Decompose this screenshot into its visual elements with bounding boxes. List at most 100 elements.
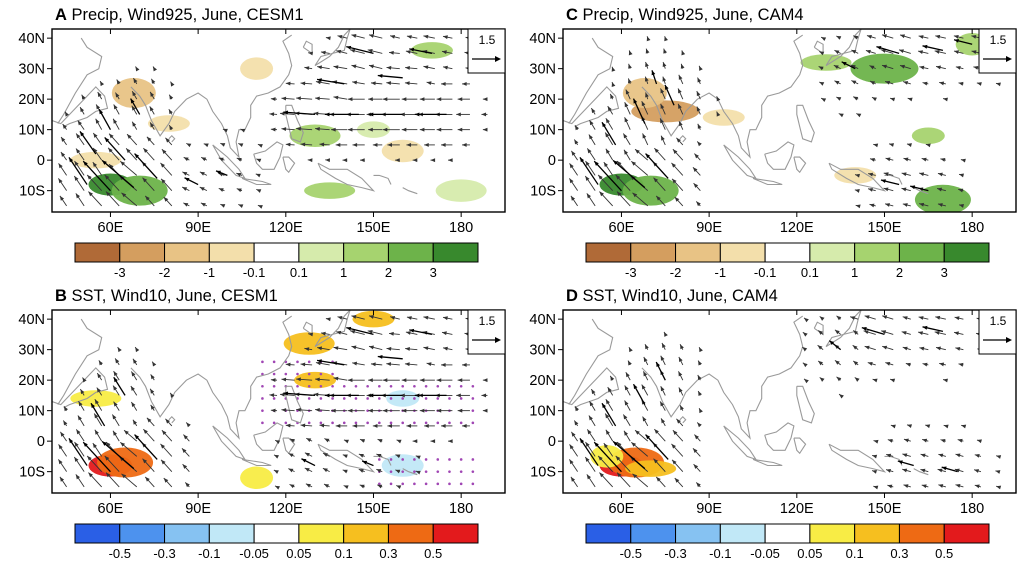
- colorbar-swatch: [854, 242, 900, 263]
- y-tick-label: 0: [37, 434, 45, 450]
- wind-arrow: [588, 415, 596, 427]
- wind-arrow: [442, 65, 453, 70]
- wind-arrow: [680, 63, 685, 69]
- wind-arrow: [696, 141, 702, 147]
- stipple-dot: [272, 372, 276, 376]
- wind-arrow: [412, 158, 418, 163]
- wind-arrow: [183, 202, 190, 207]
- wind-arrow: [817, 344, 824, 351]
- x-tick-label: 120E: [780, 220, 814, 236]
- wind-arrow: [838, 393, 844, 399]
- wind-arrow: [368, 127, 383, 132]
- wind-arrow: [674, 477, 684, 488]
- chart-svg: D SST, Wind10, June, CAM4 1.5 60E 90E 120E 15…: [529, 287, 1017, 561]
- wind-arrow: [677, 103, 684, 115]
- map-frame: [562, 28, 1017, 213]
- wind-arrow: [307, 158, 313, 163]
- wind-arrow: [88, 472, 103, 488]
- coastline: [793, 156, 807, 174]
- wind-arrow: [586, 474, 596, 488]
- stipple-dot: [471, 482, 475, 486]
- wind-arrow: [281, 377, 295, 382]
- wind-arrow: [849, 316, 859, 320]
- wind-arrow: [296, 407, 313, 412]
- stipple-dot: [401, 384, 405, 388]
- stipple-dot: [307, 360, 311, 364]
- stipple-dot: [448, 482, 451, 486]
- coastline: [813, 40, 824, 55]
- wind-arrow: [939, 362, 946, 367]
- stipple-dot: [471, 409, 475, 412]
- wind-arrow: [333, 65, 348, 70]
- wind-arrow: [922, 81, 929, 86]
- wind-arrow: [75, 133, 85, 146]
- wind-arrow: [386, 346, 400, 351]
- wind-arrow: [419, 378, 435, 383]
- wind-arrow: [834, 329, 841, 335]
- wind-arrow: [841, 61, 856, 70]
- wind-arrow: [976, 439, 982, 444]
- wind-arrow: [836, 376, 842, 382]
- colorbar-label: -0.05: [750, 546, 780, 561]
- wind-arrow: [441, 50, 453, 55]
- stipple-dot: [307, 397, 311, 400]
- wind-arrow: [360, 158, 365, 163]
- wind-arrow: [611, 66, 616, 72]
- stipple-layer: [261, 360, 475, 486]
- wind-arrow: [255, 173, 261, 178]
- wind-arrow: [218, 187, 225, 192]
- coastline: [282, 437, 296, 455]
- wind-arrow: [899, 34, 911, 39]
- wind-arrow: [75, 429, 85, 442]
- reference-label: 1.5: [479, 314, 496, 328]
- stipple-dot: [307, 421, 311, 425]
- wind-vectors: [58, 34, 488, 209]
- colorbar-swatch: [898, 523, 945, 544]
- wind-arrow: [285, 362, 295, 367]
- wind-arrow: [838, 113, 844, 118]
- wind-arrow: [377, 355, 403, 360]
- wind-arrow: [934, 50, 946, 54]
- wind-arrow: [181, 447, 190, 457]
- x-tick-label: 90E: [696, 501, 722, 517]
- coastline: [793, 437, 807, 455]
- wind-arrow: [906, 424, 912, 428]
- wind-arrow: [405, 50, 418, 54]
- wind-arrow: [401, 97, 418, 102]
- wind-arrow: [288, 468, 295, 473]
- wind-arrow: [632, 192, 649, 207]
- wind-arrow: [94, 399, 103, 411]
- coastline: [402, 468, 418, 476]
- colorbar-swatch: [675, 242, 721, 263]
- wind-arrow: [436, 97, 453, 102]
- wind-arrow: [901, 331, 911, 335]
- colorbar: -3 -2 -1 -0.1 0.1 1 2 3: [585, 242, 990, 280]
- wind-arrow: [315, 126, 330, 131]
- wind-arrow: [867, 187, 876, 192]
- coastline: [373, 174, 392, 185]
- wind-arrow: [627, 78, 632, 85]
- wind-arrow: [921, 484, 929, 489]
- wind-arrow: [697, 390, 702, 397]
- wind-arrow: [115, 92, 120, 100]
- wind-arrow: [696, 422, 702, 428]
- wind-arrow: [973, 469, 982, 473]
- wind-arrow: [405, 66, 418, 70]
- wind-arrow: [856, 113, 862, 118]
- reference-label: 1.5: [990, 33, 1007, 47]
- wind-arrow: [440, 81, 453, 86]
- wind-arrow: [664, 36, 668, 42]
- wind-arrow: [270, 127, 278, 132]
- wind-arrow: [623, 430, 631, 442]
- anomaly-patch: [111, 175, 168, 206]
- y-tick-label: 10N: [529, 404, 556, 420]
- wind-arrow: [584, 175, 596, 191]
- wind-arrow: [634, 148, 649, 161]
- stipple-dot: [319, 372, 323, 376]
- wind-arrow: [200, 202, 208, 207]
- wind-arrow: [573, 420, 579, 427]
- anomaly-patch: [381, 454, 424, 477]
- wind-arrow: [579, 437, 599, 466]
- wind-arrow: [641, 100, 649, 115]
- wind-arrow: [954, 468, 964, 473]
